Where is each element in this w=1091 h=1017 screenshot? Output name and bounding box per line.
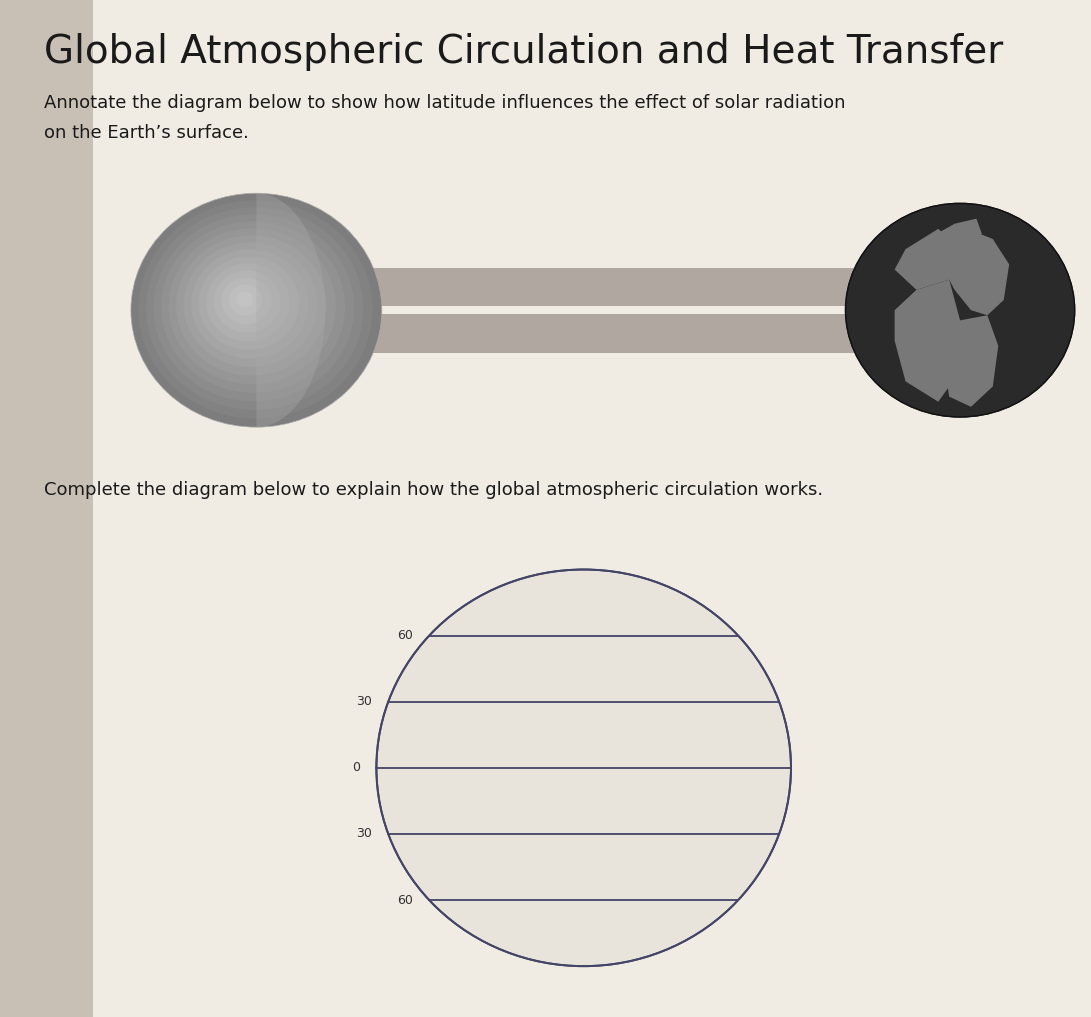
Polygon shape [895, 280, 960, 402]
Text: 0: 0 [352, 762, 360, 774]
Polygon shape [922, 224, 1009, 315]
Text: Annotate the diagram below to show how latitude influences the effect of solar r: Annotate the diagram below to show how l… [44, 94, 846, 112]
Polygon shape [955, 219, 982, 239]
Text: Complete the diagram below to explain how the global atmospheric circulation wor: Complete the diagram below to explain ho… [44, 481, 823, 499]
Polygon shape [895, 229, 960, 290]
Polygon shape [256, 193, 325, 427]
Circle shape [206, 263, 290, 342]
Text: 60: 60 [397, 894, 412, 906]
Text: on the Earth’s surface.: on the Earth’s surface. [44, 124, 249, 142]
Circle shape [154, 215, 355, 402]
Circle shape [131, 193, 382, 427]
Circle shape [229, 285, 262, 315]
Circle shape [221, 278, 272, 324]
FancyBboxPatch shape [0, 0, 93, 1017]
Polygon shape [944, 315, 998, 407]
Circle shape [183, 242, 317, 367]
FancyBboxPatch shape [256, 314, 960, 353]
Circle shape [161, 222, 345, 393]
Circle shape [169, 228, 336, 384]
Circle shape [191, 249, 309, 359]
Circle shape [214, 271, 280, 333]
Circle shape [846, 203, 1075, 417]
Text: 60: 60 [397, 630, 412, 642]
Circle shape [139, 200, 373, 419]
Text: 30: 30 [356, 696, 372, 708]
Ellipse shape [376, 570, 791, 966]
Text: Global Atmospheric Circulation and Heat Transfer: Global Atmospheric Circulation and Heat … [44, 33, 1003, 70]
Circle shape [237, 292, 253, 307]
Circle shape [176, 235, 326, 375]
Circle shape [146, 207, 363, 410]
Text: 30: 30 [356, 828, 372, 840]
FancyBboxPatch shape [256, 267, 960, 306]
Circle shape [199, 256, 299, 350]
